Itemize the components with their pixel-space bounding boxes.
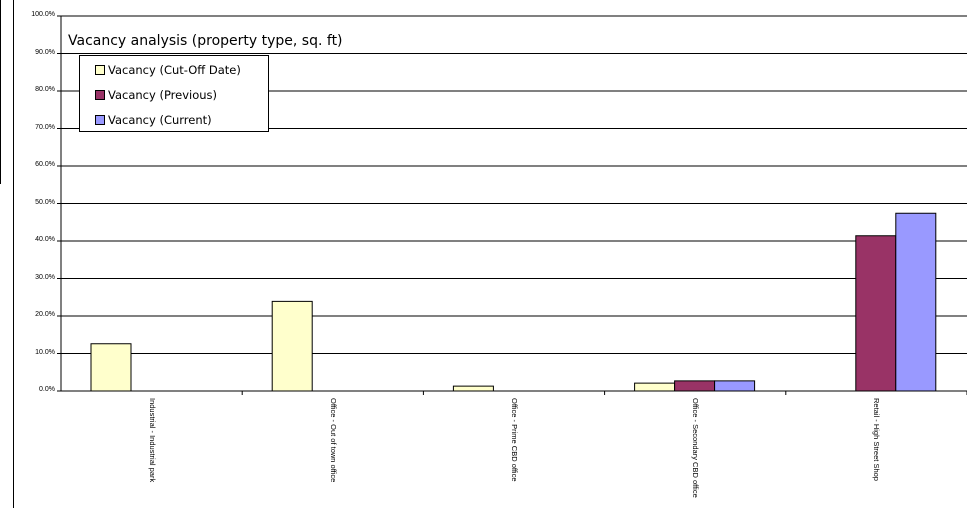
- y-tick-label: 20.0%: [15, 311, 55, 318]
- y-tick-label: 10.0%: [15, 349, 55, 356]
- y-tick-label: 30.0%: [15, 274, 55, 281]
- chart-title: Vacancy analysis (property type, sq. ft): [68, 33, 343, 49]
- y-tick-label: 50.0%: [15, 199, 55, 206]
- legend: Vacancy (Cut-Off Date) Vacancy (Previous…: [79, 55, 269, 132]
- x-tick-label: Office - Out of town office: [329, 398, 338, 482]
- bar: [635, 383, 675, 391]
- y-tick-label: 70.0%: [15, 124, 55, 131]
- legend-item-current: Vacancy (Current): [95, 112, 212, 128]
- y-tick-label: 100.0%: [15, 11, 55, 18]
- bar: [91, 344, 131, 391]
- legend-label-previous: Vacancy (Previous): [108, 88, 217, 102]
- x-tick-label: Office - Secondary CBD office: [691, 398, 700, 498]
- y-tick-label: 90.0%: [15, 49, 55, 56]
- bar: [896, 213, 936, 391]
- legend-swatch-previous: [95, 90, 105, 100]
- bar: [856, 236, 896, 391]
- bar: [675, 381, 715, 391]
- legend-item-cutoff: Vacancy (Cut-Off Date): [95, 62, 241, 78]
- legend-swatch-current: [95, 115, 105, 125]
- y-tick-label: 60.0%: [15, 161, 55, 168]
- legend-label-cutoff: Vacancy (Cut-Off Date): [108, 63, 241, 77]
- x-tick-label: Retail - High Street Shop: [872, 398, 881, 481]
- bar: [453, 386, 493, 391]
- y-tick-label: 40.0%: [15, 236, 55, 243]
- bar: [715, 381, 755, 391]
- x-tick-label: Office - Prime CBD office: [510, 398, 519, 482]
- legend-label-current: Vacancy (Current): [108, 113, 212, 127]
- y-tick-label: 0.0%: [15, 386, 55, 393]
- bar: [272, 301, 312, 391]
- y-tick-label: 80.0%: [15, 86, 55, 93]
- x-tick-label: Industrial - Industrial park: [148, 398, 157, 482]
- legend-swatch-cutoff: [95, 65, 105, 75]
- legend-item-previous: Vacancy (Previous): [95, 87, 217, 103]
